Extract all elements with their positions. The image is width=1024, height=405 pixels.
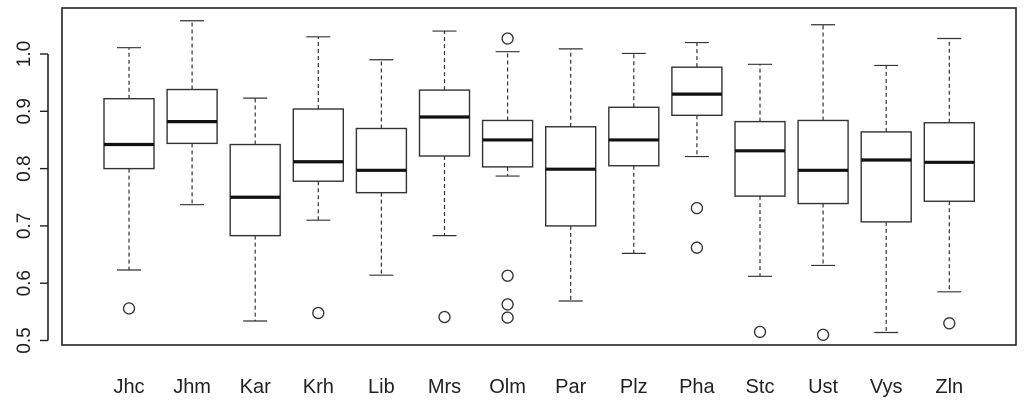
x-tick-label: Kar	[240, 376, 271, 398]
iqr-box	[166, 88, 218, 145]
outlier-point	[501, 311, 514, 324]
iqr-box	[355, 127, 408, 194]
outlier-point	[501, 298, 514, 311]
x-tick-label: Stc	[746, 376, 775, 398]
box-kar	[229, 97, 281, 322]
box-plz	[608, 52, 660, 255]
box-krh	[292, 36, 344, 320]
outlier-point	[943, 317, 956, 330]
x-tick-label: Krh	[303, 376, 334, 398]
box-series	[103, 20, 975, 341]
box-stc	[734, 63, 786, 339]
iqr-box	[545, 126, 597, 227]
iqr-box	[860, 131, 912, 223]
y-tick-label: 0.7	[14, 213, 35, 239]
iqr-box	[608, 106, 660, 167]
outlier-point	[501, 269, 514, 282]
box-olm	[481, 32, 534, 324]
x-tick-label: Par	[555, 376, 586, 398]
outlier-point	[312, 306, 325, 320]
y-tick-label: 1.0	[14, 41, 35, 67]
box-jhc	[103, 47, 155, 315]
iqr-box	[229, 143, 281, 237]
box-zln	[923, 37, 975, 330]
x-tick-label: Jhc	[113, 376, 144, 398]
plot-frame	[61, 7, 1017, 346]
outlier-point	[690, 241, 704, 254]
outlier-point	[501, 32, 514, 45]
box-pha	[671, 41, 723, 254]
outlier-point	[753, 325, 767, 339]
x-tick-label: Pha	[679, 376, 715, 398]
box-par	[545, 48, 597, 302]
y-tick-label: 0.8	[14, 155, 35, 181]
iqr-box	[734, 120, 786, 197]
box-mrs	[418, 30, 471, 324]
x-tick-label: Plz	[620, 376, 648, 398]
box-vys	[860, 64, 912, 334]
outlier-point	[816, 328, 830, 341]
outlier-point	[122, 302, 136, 315]
y-tick-label: 0.9	[14, 98, 35, 124]
iqr-box	[103, 97, 155, 170]
x-tick-label: Mrs	[428, 376, 461, 398]
iqr-box	[481, 119, 534, 168]
box-lib	[355, 59, 408, 276]
box-ust	[797, 24, 849, 341]
x-tick-label: Zln	[935, 376, 963, 398]
x-tick-label: Ust	[808, 376, 838, 398]
x-tick-label: Lib	[368, 376, 395, 398]
y-tick-label: 0.6	[14, 270, 35, 296]
iqr-box	[671, 66, 723, 117]
x-tick-label: Olm	[489, 376, 526, 398]
iqr-box	[797, 119, 849, 205]
outlier-point	[690, 201, 704, 215]
y-axis: 0.5 0.6 0.7 0.8 0.9 1.0	[14, 41, 49, 354]
outlier-point	[438, 310, 451, 324]
x-tick-label: Vys	[870, 376, 903, 398]
x-tick-label: Jhm	[173, 376, 211, 398]
box-jhm	[166, 20, 218, 206]
y-tick-label: 0.5	[14, 327, 35, 353]
x-axis-labels: Jhc Jhm Kar Krh Lib Mrs Olm Par Plz Pha Stc Ust Vys Z…	[113, 376, 963, 398]
iqr-box	[292, 108, 344, 182]
iqr-box	[418, 89, 471, 157]
